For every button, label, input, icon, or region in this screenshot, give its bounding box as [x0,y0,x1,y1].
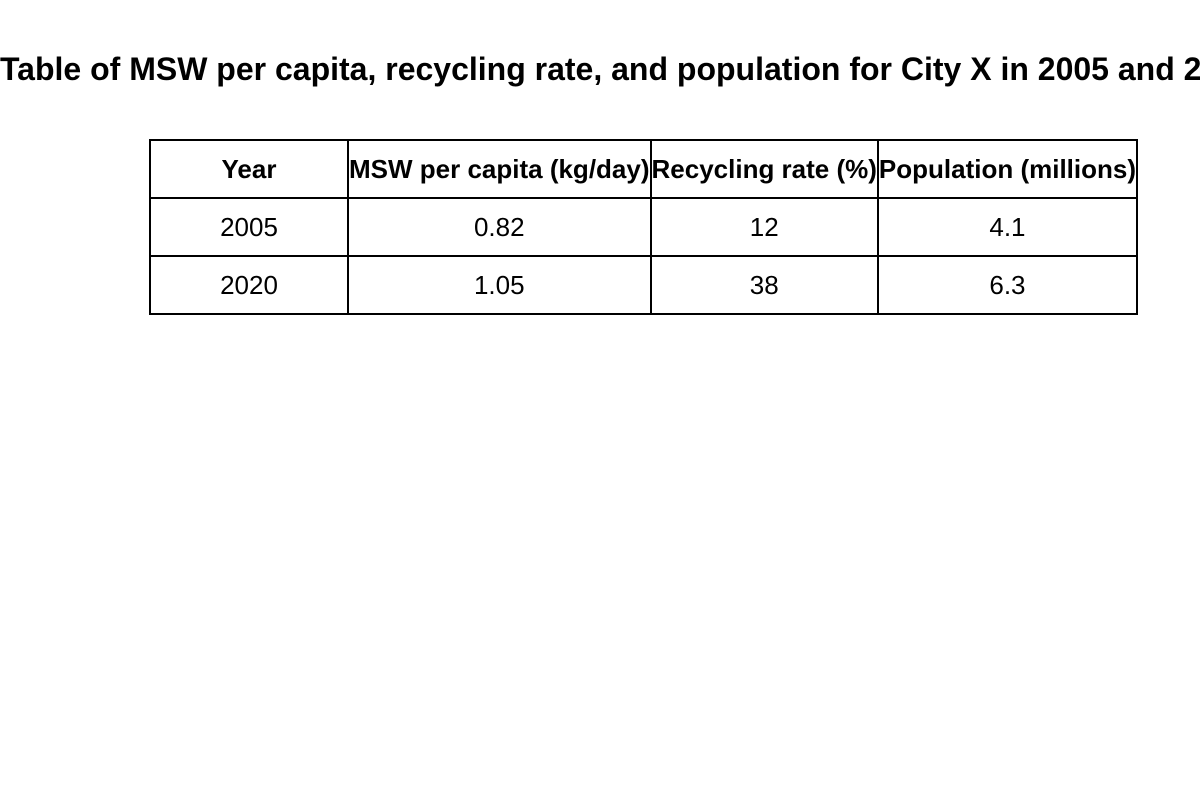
table-header-row: Year MSW per capita (kg/day) Recycling r… [149,139,1139,199]
column-header-msw-per-capita: MSW per capita (kg/day) [347,139,652,199]
column-header-recycling-rate: Recycling rate (%) [649,139,879,199]
chart-title: Table of MSW per capita, recycling rate,… [0,51,1200,87]
table-cell-msw-per-capita: 1.05 [347,255,652,315]
data-table: Year MSW per capita (kg/day) Recycling r… [149,139,1139,315]
table-cell-year: 2020 [149,255,349,315]
column-header-population: Population (millions) [876,139,1139,199]
data-table-container: Year MSW per capita (kg/day) Recycling r… [149,139,1139,315]
table-cell-population: 4.1 [876,197,1139,257]
table-row: 2020 1.05 38 6.3 [149,255,1139,315]
table-row: 2005 0.82 12 4.1 [149,197,1139,257]
table-cell-population: 6.3 [876,255,1139,315]
table-cell-recycling-rate: 12 [649,197,879,257]
column-header-year: Year [149,139,349,199]
table-cell-msw-per-capita: 0.82 [347,197,652,257]
table-cell-recycling-rate: 38 [649,255,879,315]
table-cell-year: 2005 [149,197,349,257]
